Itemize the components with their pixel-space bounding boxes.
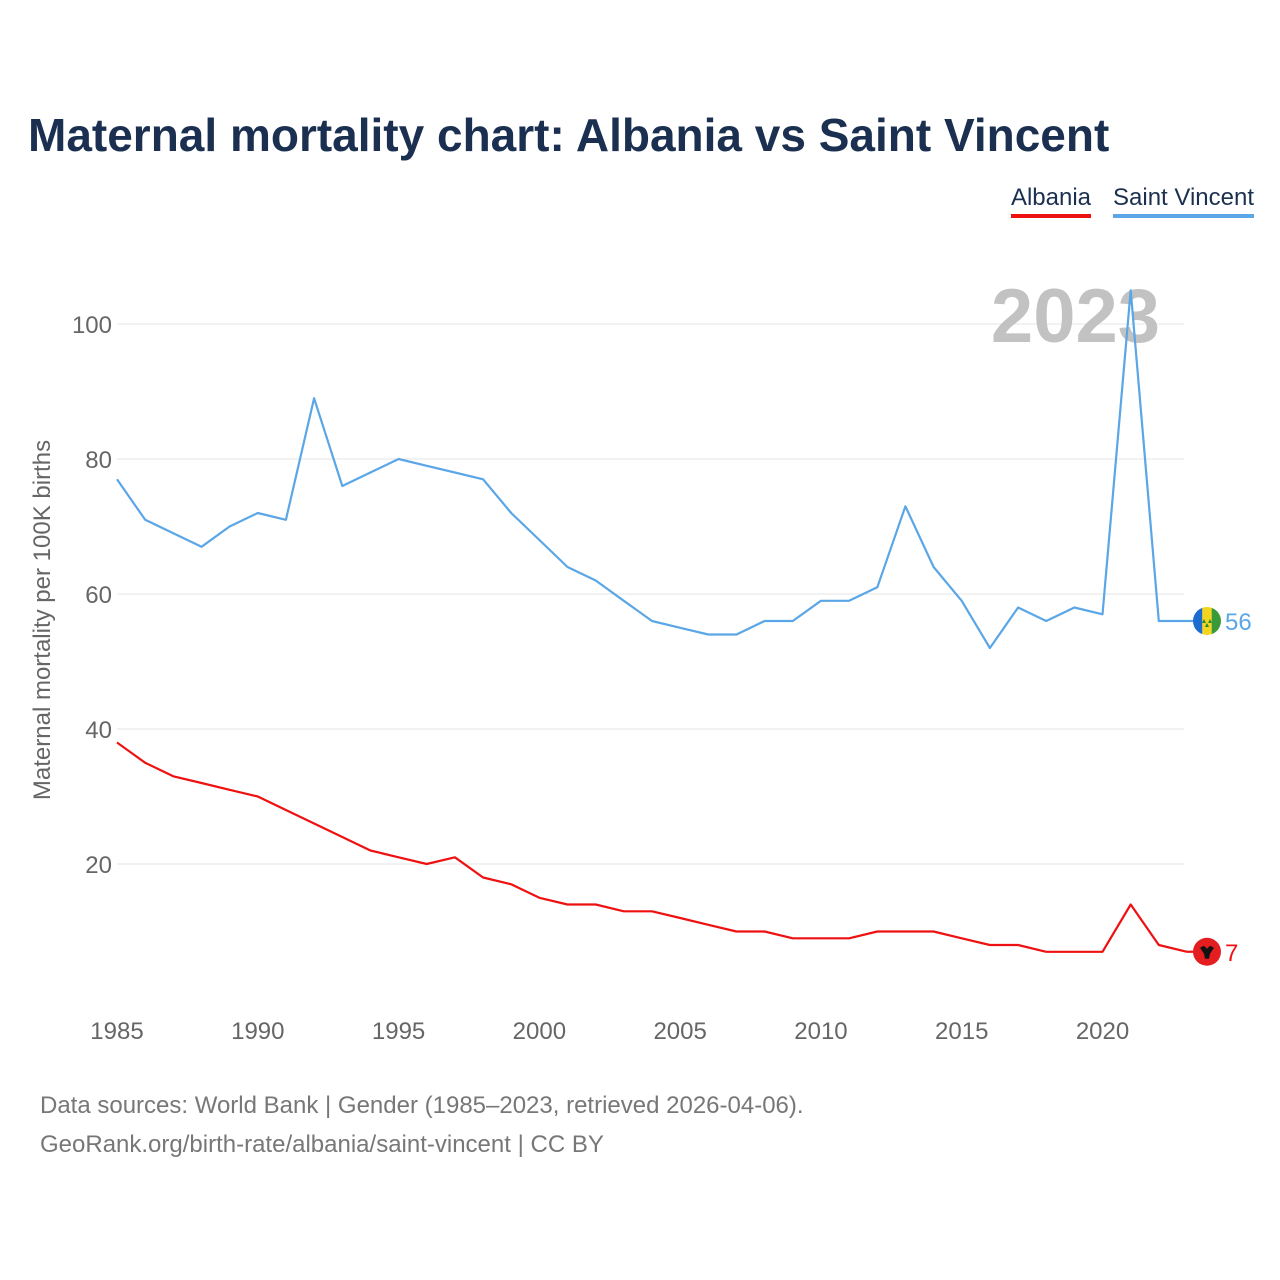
- albania-flag-icon: [1193, 937, 1221, 966]
- saint-vincent-flag-icon: [1193, 607, 1221, 635]
- x-tick-label: 1985: [90, 1018, 143, 1045]
- credit-link[interactable]: GeoRank.org/birth-rate/albania/saint-vin…: [40, 1131, 604, 1158]
- end-value-label-saint-vincent: 56: [1225, 609, 1252, 636]
- series-end-markers: 7 56: [1187, 607, 1252, 967]
- y-tick-label: 80: [85, 447, 112, 474]
- x-tick-label: 2000: [513, 1018, 566, 1045]
- y-tick-label: 100: [72, 312, 112, 339]
- end-value-label-albania: 7: [1225, 940, 1238, 967]
- y-tick-label: 20: [85, 852, 112, 879]
- y-tick-label: 60: [85, 582, 112, 609]
- footer: Data sources: World Bank | Gender (1985–…: [40, 1086, 804, 1164]
- grid-lines: [117, 323, 1184, 865]
- x-tick-label: 1990: [231, 1018, 284, 1045]
- legend-item-albania[interactable]: Albania: [1010, 184, 1091, 218]
- y-axis-label: Maternal mortality per 100K births: [29, 440, 56, 800]
- chart-title: Maternal mortality chart: Albania vs Sai…: [28, 109, 1110, 161]
- year-watermark: 2023: [991, 274, 1160, 359]
- line-chart: 2023 20 40 60 80 100 1985 1990 1995 2000 2005 201…: [29, 274, 1252, 1045]
- y-axis-ticks: 20 40 60 80 100: [72, 312, 112, 879]
- y-tick-label: 40: [85, 717, 112, 744]
- series-line-saint-vincent[interactable]: [116, 289, 1187, 650]
- x-tick-label: 2015: [935, 1018, 988, 1045]
- legend: Albania Saint Vincent: [1010, 184, 1254, 218]
- x-tick-label: 1995: [372, 1018, 425, 1045]
- x-tick-label: 2005: [653, 1018, 706, 1045]
- data-source-note: Data sources: World Bank | Gender (1985–…: [40, 1092, 804, 1119]
- x-tick-label: 2020: [1076, 1018, 1129, 1045]
- x-tick-label: 2010: [794, 1018, 847, 1045]
- legend-item-saint-vincent[interactable]: Saint Vincent: [1113, 184, 1254, 218]
- series-lines: [116, 289, 1188, 953]
- x-axis-ticks: 1985 1990 1995 2000 2005 2010 2015 2020: [90, 1018, 1129, 1045]
- series-line-albania[interactable]: [116, 741, 1188, 953]
